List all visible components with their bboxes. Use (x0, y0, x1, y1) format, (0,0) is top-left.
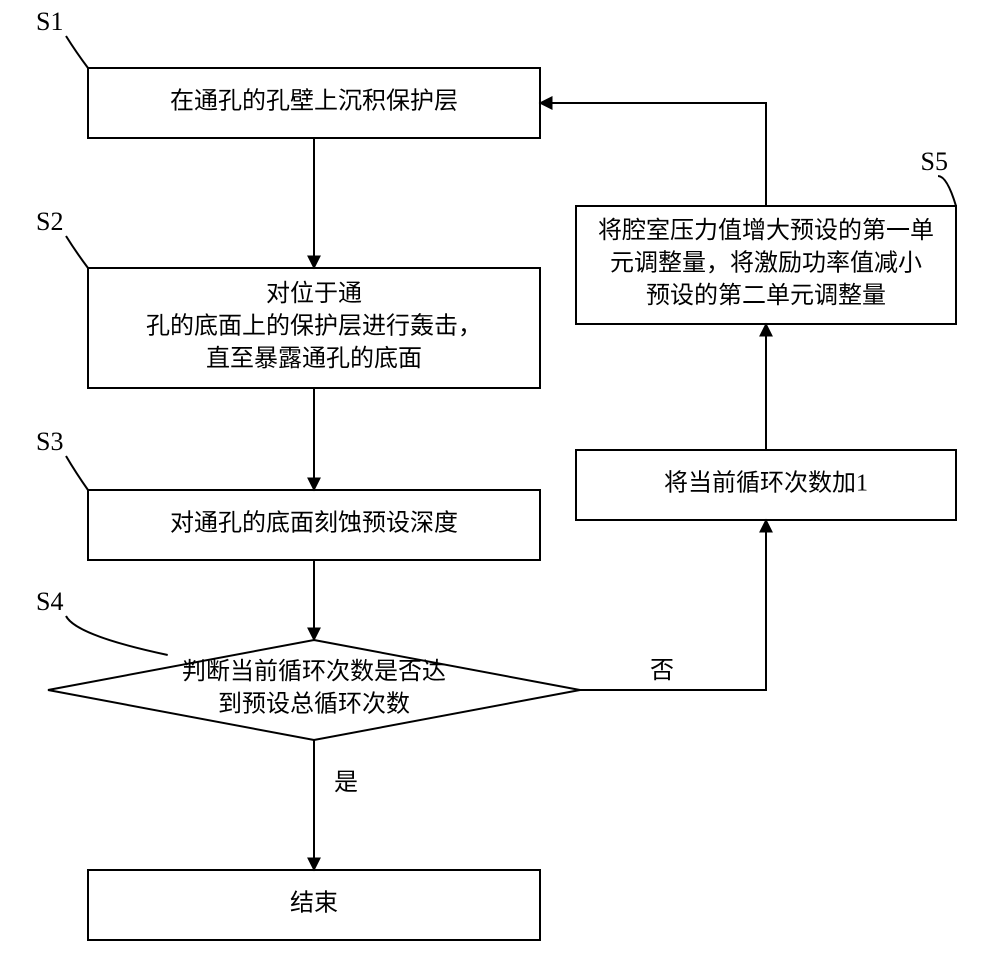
node-n2: 对位于通孔的底面上的保护层进行轰击，直至暴露通孔的底面 (88, 268, 540, 388)
svg-text:在通孔的孔壁上沉积保护层: 在通孔的孔壁上沉积保护层 (170, 87, 458, 114)
svg-text:对位于通孔的底面上的保护层进行轰击，直至暴露通孔的底面: 对位于通孔的底面上的保护层进行轰击，直至暴露通孔的底面 (146, 280, 482, 372)
edge-label-e5: 否 (650, 658, 674, 684)
step-label-S5: S5 (921, 147, 948, 176)
edge-label-e4: 是 (334, 770, 358, 796)
step-leader-S3 (66, 456, 88, 490)
svg-text:对通孔的底面刻蚀预设深度: 对通孔的底面刻蚀预设深度 (170, 509, 458, 536)
svg-text:结束: 结束 (290, 889, 338, 916)
flowchart-diagram: 是 否 在通孔的孔壁上沉积保护层对位于通孔的底面上的保护层进行轰击，直至暴露通孔的底… (0, 0, 1000, 977)
step-leader-S1 (66, 36, 88, 68)
step-label-S1: S1 (36, 7, 63, 36)
svg-text:判断当前循环次数是否达到预设总循环次数: 判断当前循环次数是否达到预设总循环次数 (182, 658, 446, 717)
edge-e7 (540, 103, 766, 206)
svg-text:将腔室压力值增大预设的第一单元调整量，将激励功率值减小预设的: 将腔室压力值增大预设的第一单元调整量，将激励功率值减小预设的第二单元调整量 (598, 217, 934, 309)
step-leader-S4 (66, 616, 168, 655)
node-n5: 将腔室压力值增大预设的第一单元调整量，将激励功率值减小预设的第二单元调整量 (576, 206, 956, 324)
node-n7: 结束 (88, 870, 540, 940)
step-leader-S2 (66, 236, 88, 268)
node-n3: 对通孔的底面刻蚀预设深度 (88, 490, 540, 560)
node-n6: 将当前循环次数加1 (576, 450, 956, 520)
step-leader-S5 (938, 176, 956, 206)
node-n4: 判断当前循环次数是否达到预设总循环次数 (48, 640, 580, 740)
node-n1: 在通孔的孔壁上沉积保护层 (88, 68, 540, 138)
svg-text:将当前循环次数加1: 将当前循环次数加1 (664, 469, 868, 496)
step-label-S3: S3 (36, 427, 63, 456)
step-label-S2: S2 (36, 207, 63, 236)
step-label-S4: S4 (36, 587, 63, 616)
